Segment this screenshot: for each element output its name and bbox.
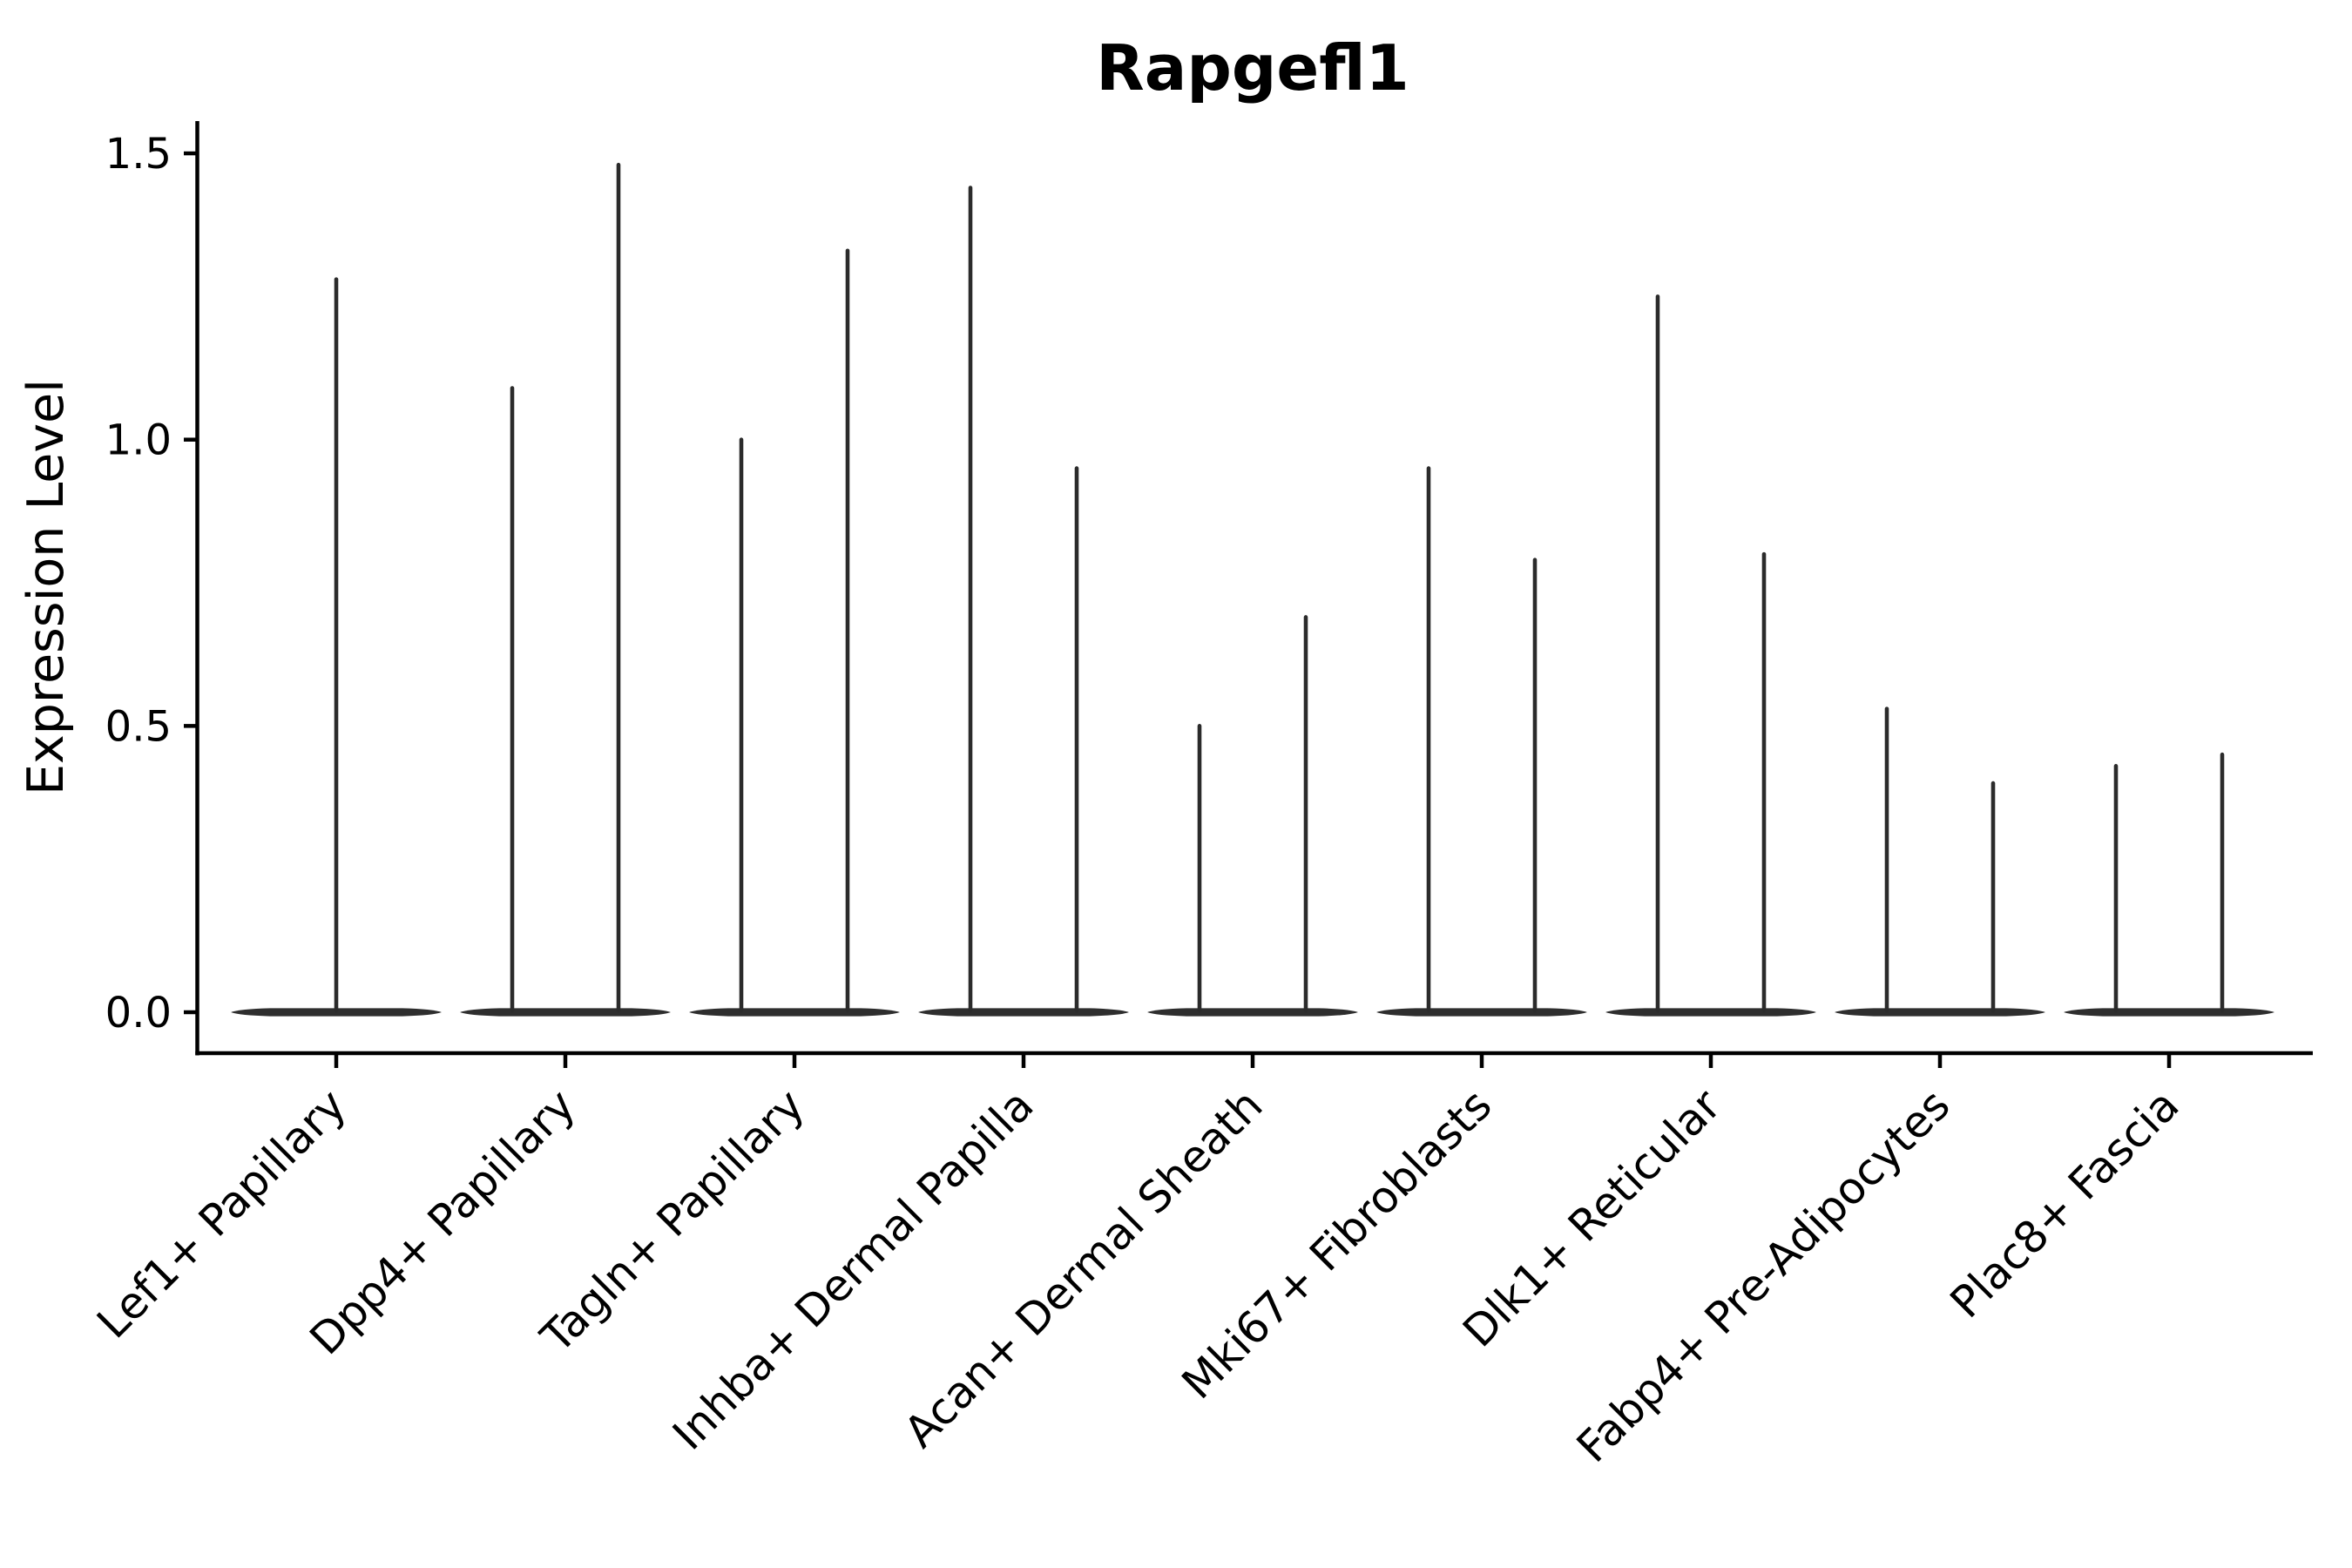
y-tick-label: 0.5 (105, 702, 172, 751)
chart-title: Rapgefl1 (1096, 31, 1409, 105)
y-tick-label: 1.5 (105, 130, 172, 179)
violin-base (1376, 1008, 1587, 1017)
x-tick-label: Plac8+ Fascia (1941, 1079, 2189, 1328)
y-axis: 0.0 0.5 1.0 1.5 (105, 130, 198, 1037)
violin-base (460, 1008, 671, 1017)
violin-base (2064, 1008, 2274, 1017)
x-tick-label: Fabp4+ Pre-Adipocytes (1567, 1079, 1960, 1472)
y-tick-label: 1.0 (105, 416, 172, 465)
violin-base (1147, 1008, 1358, 1017)
y-tick-label: 0.0 (105, 989, 172, 1037)
x-tick-label: Lef1+ Papillary (87, 1079, 355, 1348)
violin-base (1835, 1008, 2045, 1017)
violin-base (689, 1008, 900, 1017)
violin-base (1605, 1008, 1816, 1017)
violin-base (918, 1008, 1129, 1017)
violins-group (231, 162, 2274, 1017)
y-axis-label: Expression Level (17, 379, 75, 795)
